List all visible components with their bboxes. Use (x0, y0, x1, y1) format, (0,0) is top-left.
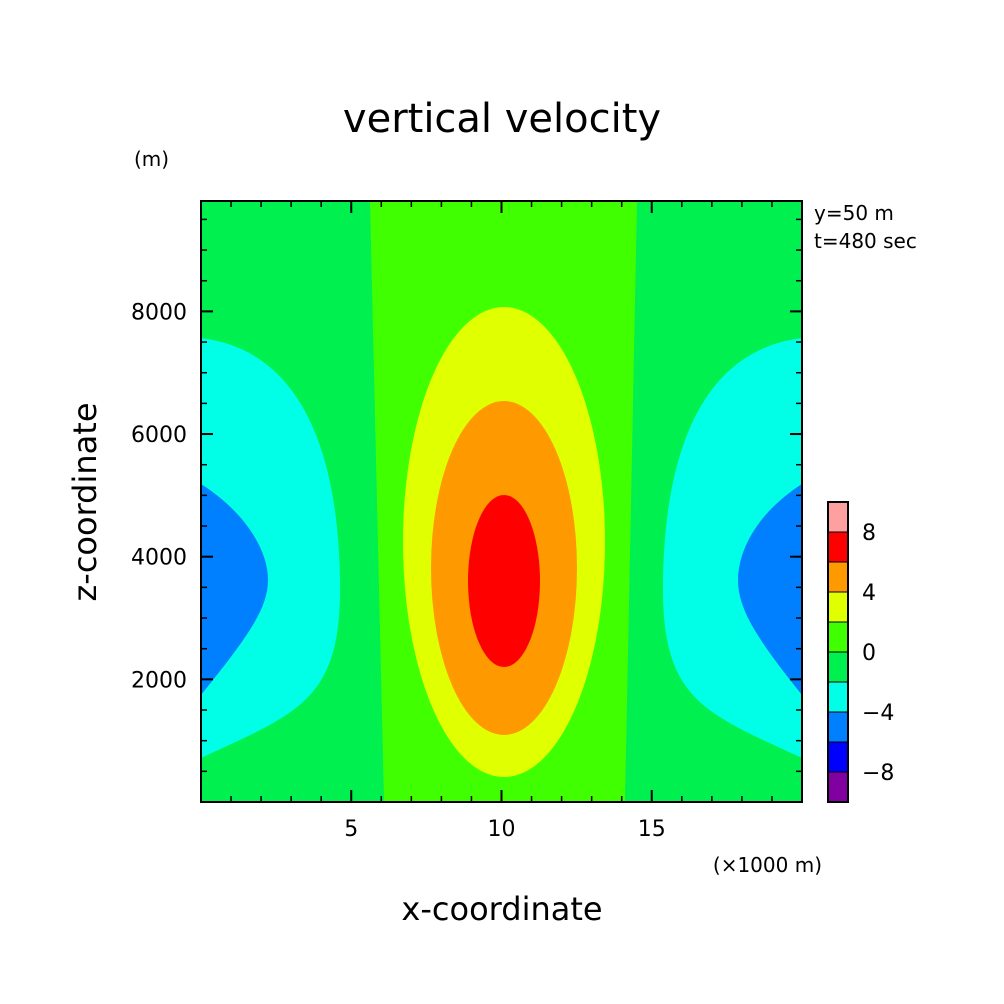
colorbar-tick-label: 0 (862, 641, 876, 666)
colorbar: 8 4 0 −4 −8 (827, 501, 894, 803)
contour-band-6-8 (468, 495, 540, 667)
annotation-y: y=50 m (814, 201, 894, 225)
x-tick-label: 10 (488, 817, 516, 842)
minor-ticks (201, 201, 802, 802)
annotation-t: t=480 sec (814, 229, 917, 253)
x-ticks: 5 10 15 (344, 201, 666, 842)
colorbar-frame (827, 501, 849, 803)
colorbar-tick-label: −4 (862, 701, 894, 726)
y-tick-label: 8000 (131, 300, 187, 325)
colorbar-swatch (827, 621, 849, 653)
colorbar-swatch (827, 531, 849, 563)
chart-title: vertical velocity (343, 96, 661, 142)
contour-band-left-neg4-neg6 (201, 484, 268, 695)
colorbar-swatch (827, 681, 849, 713)
colorbar-swatch (827, 741, 849, 773)
colorbar-swatch (827, 561, 849, 593)
y-tick-label: 6000 (131, 423, 187, 448)
contour-band-left-neg2-neg4 (201, 338, 341, 758)
x-axis-label: x-coordinate (401, 890, 602, 928)
y-ticks: 2000 4000 6000 8000 (131, 300, 802, 693)
colorbar-tick-label: 8 (862, 521, 876, 546)
plot-area: 5 10 15 2000 4000 6000 8000 (131, 200, 803, 842)
y-tick-label: 4000 (131, 546, 187, 571)
contour-band-right-neg4-neg6 (738, 484, 802, 695)
x-unit-label: (×1000 m) (713, 853, 822, 877)
x-tick-label: 5 (344, 817, 358, 842)
colorbar-swatch (827, 771, 849, 803)
y-unit-label: (m) (134, 147, 169, 171)
colorbar-swatch (827, 501, 849, 533)
colorbar-tick-label: 4 (862, 581, 876, 606)
x-tick-label: 15 (638, 817, 666, 842)
contour-band-right-neg2-neg4 (662, 338, 802, 758)
colorbar-swatch (827, 651, 849, 683)
y-tick-label: 2000 (131, 668, 187, 693)
colorbar-tick-label: −8 (862, 761, 894, 786)
y-axis-label: z-coordinate (66, 402, 104, 601)
colorbar-swatch (827, 591, 849, 623)
colorbar-swatch (827, 711, 849, 743)
